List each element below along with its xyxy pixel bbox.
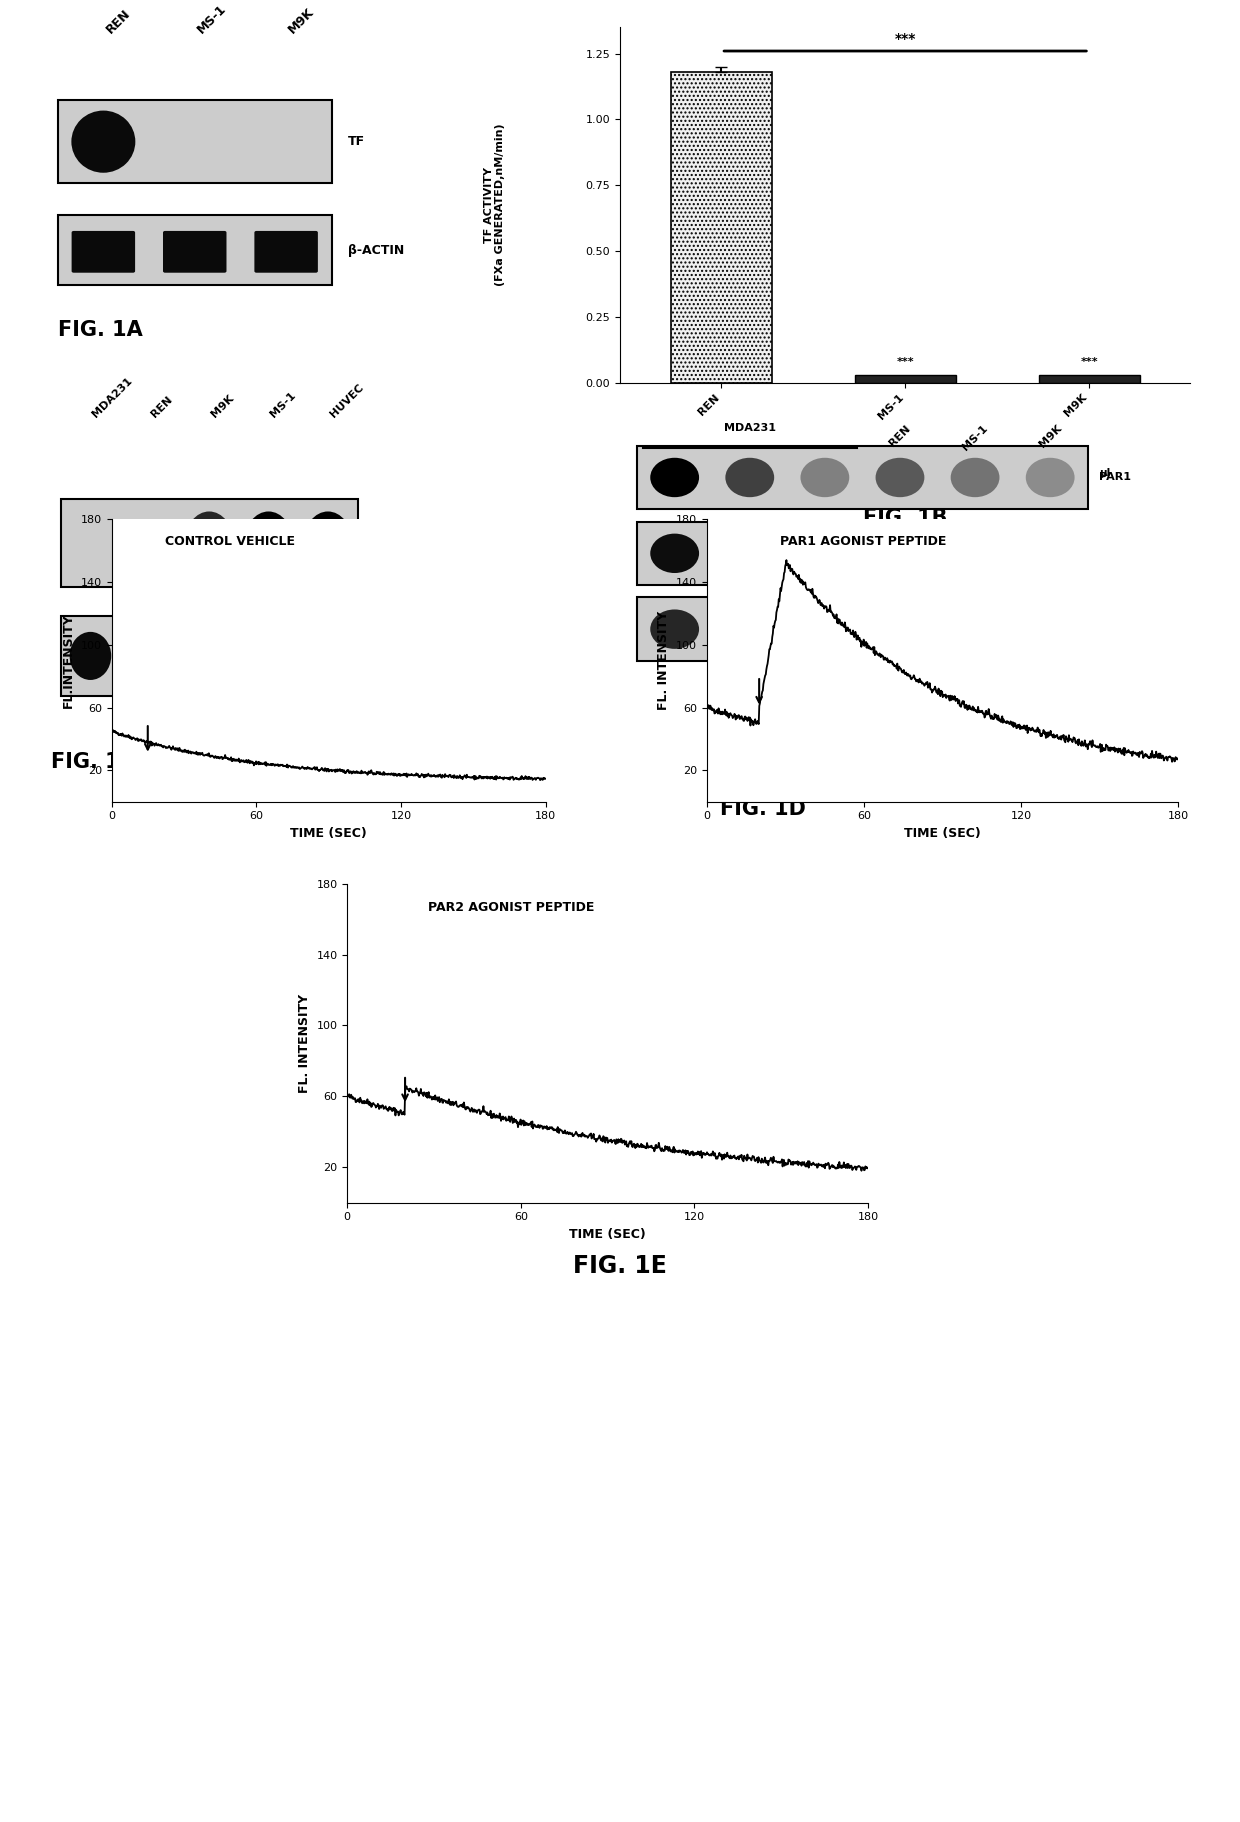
Text: β-ACTIN: β-ACTIN (348, 244, 404, 257)
Bar (854, 375, 956, 383)
Text: MS-1: MS-1 (195, 2, 229, 36)
Bar (671, 73, 771, 383)
Ellipse shape (185, 512, 233, 574)
Text: β-ACTIN: β-ACTIN (1099, 625, 1149, 634)
Ellipse shape (801, 534, 849, 572)
X-axis label: TIME (SEC): TIME (SEC) (569, 1228, 646, 1241)
Bar (61, 499, 357, 587)
Text: 20: 20 (667, 468, 682, 477)
FancyBboxPatch shape (72, 231, 135, 273)
Text: HUVEC: HUVEC (327, 383, 365, 419)
Ellipse shape (650, 457, 699, 497)
Bar (57, 215, 332, 284)
X-axis label: TIME (SEC): TIME (SEC) (904, 827, 981, 840)
Text: MS-1: MS-1 (961, 423, 990, 452)
Text: ***: *** (1080, 357, 1097, 366)
X-axis label: TIME (SEC): TIME (SEC) (290, 827, 367, 840)
Text: M9K: M9K (210, 392, 236, 419)
Bar (637, 446, 1087, 508)
Bar (57, 100, 332, 182)
Ellipse shape (248, 632, 289, 680)
Ellipse shape (951, 457, 999, 497)
Text: REN: REN (150, 394, 175, 419)
Ellipse shape (72, 111, 135, 173)
Y-axis label: FL.INTENSITY: FL.INTENSITY (62, 612, 76, 709)
Ellipse shape (1025, 534, 1075, 572)
Bar (637, 598, 1087, 661)
Ellipse shape (951, 610, 999, 649)
Text: REN: REN (888, 423, 913, 448)
Text: M9K: M9K (1037, 423, 1064, 450)
Text: TF ACTIVITY
(FXa GENERATED,nM/min): TF ACTIVITY (FXa GENERATED,nM/min) (484, 124, 506, 286)
Ellipse shape (1025, 457, 1075, 497)
Ellipse shape (801, 457, 849, 497)
Text: FIG. 1C: FIG. 1C (51, 752, 135, 771)
Text: 20: 20 (1043, 468, 1058, 477)
Ellipse shape (875, 457, 924, 497)
Bar (637, 521, 1087, 585)
Ellipse shape (801, 610, 849, 649)
Text: EPCR: EPCR (377, 536, 413, 550)
Text: FIG. 1B: FIG. 1B (863, 508, 947, 528)
Y-axis label: FL. INTENSITY: FL. INTENSITY (298, 993, 311, 1093)
Text: MDA231: MDA231 (91, 375, 134, 419)
Y-axis label: FL. INTENSITY: FL. INTENSITY (657, 610, 671, 711)
Text: CONTROL VEHICLE: CONTROL VEHICLE (165, 536, 295, 548)
Text: PAR2: PAR2 (1099, 548, 1131, 558)
Text: MS-1: MS-1 (269, 390, 298, 419)
Bar (1039, 375, 1140, 383)
Ellipse shape (69, 632, 112, 680)
Text: 20: 20 (968, 468, 982, 477)
Text: 20: 20 (893, 468, 908, 477)
Ellipse shape (1025, 610, 1075, 649)
Text: μl: μl (1099, 468, 1110, 477)
Ellipse shape (129, 632, 171, 680)
FancyBboxPatch shape (254, 231, 317, 273)
Ellipse shape (725, 534, 774, 572)
Text: β-ACTIN: β-ACTIN (377, 649, 433, 663)
Ellipse shape (875, 534, 924, 572)
Bar (61, 616, 357, 696)
Text: 10: 10 (743, 468, 756, 477)
Text: FIG. 1A: FIG. 1A (57, 321, 143, 339)
Ellipse shape (308, 632, 348, 680)
Ellipse shape (875, 610, 924, 649)
Text: PAR1 AGONIST PEPTIDE: PAR1 AGONIST PEPTIDE (780, 536, 946, 548)
Text: PAR2 AGONIST PEPTIDE: PAR2 AGONIST PEPTIDE (428, 902, 595, 915)
Text: PAR1: PAR1 (1099, 472, 1131, 483)
Ellipse shape (725, 610, 774, 649)
Ellipse shape (244, 512, 293, 574)
Text: FIG. 1E: FIG. 1E (573, 1254, 667, 1279)
Ellipse shape (951, 534, 999, 572)
Text: FIG. 1D: FIG. 1D (719, 798, 806, 818)
FancyBboxPatch shape (162, 231, 227, 273)
Ellipse shape (188, 632, 229, 680)
Text: TF: TF (348, 135, 366, 148)
Ellipse shape (650, 610, 699, 649)
Ellipse shape (650, 534, 699, 572)
Text: M9K: M9K (286, 5, 317, 36)
Text: ***: *** (897, 357, 914, 366)
Text: 5: 5 (821, 468, 828, 477)
Text: MDA231: MDA231 (724, 423, 776, 434)
Ellipse shape (725, 457, 774, 497)
Ellipse shape (304, 512, 352, 574)
Text: ***: *** (894, 31, 916, 46)
Text: REN: REN (103, 7, 133, 36)
